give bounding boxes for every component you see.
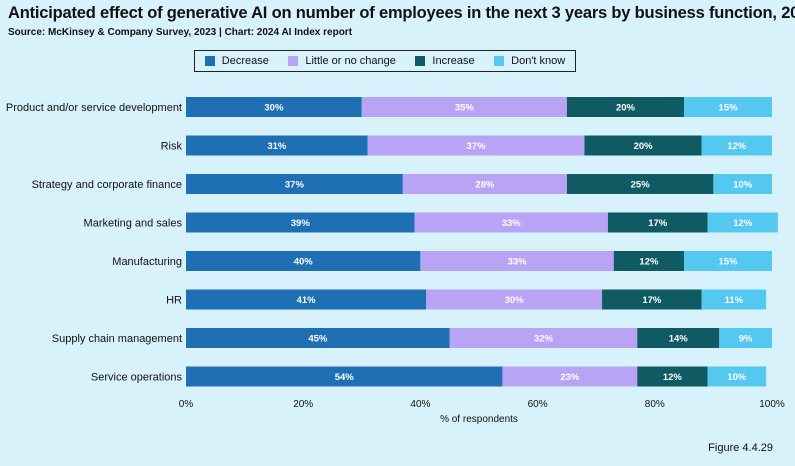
bar-decrease-strategy-and-corporate-finance: [186, 174, 403, 194]
bar-increase-manufacturing: [613, 251, 685, 271]
bar-little-or-no-change-supply-chain-management: [449, 328, 638, 348]
bar-increase-strategy-and-corporate-finance: [566, 174, 714, 194]
bar-label-increase-hr: 17%: [642, 295, 662, 306]
figure-label: Figure 4.4.29: [708, 442, 773, 454]
category-label-risk: Risk: [161, 141, 183, 153]
legend-label-increase: Increase: [432, 55, 475, 67]
bar-decrease-service-operations: [186, 366, 503, 387]
bar-label-decrease-product-and-or-service-development: 30%: [264, 103, 284, 114]
bar-increase-supply-chain-management: [637, 328, 720, 348]
bar-label-don-t-know-hr: 11%: [725, 295, 744, 306]
bar-don-t-know-supply-chain-management: [719, 328, 772, 348]
bar-little-or-no-change-hr: [426, 289, 603, 310]
x-axis-title: % of respondents: [440, 414, 518, 425]
bar-label-don-t-know-product-and-or-service-development: 15%: [719, 103, 739, 114]
bar-label-little-or-no-change-service-operations: 23%: [560, 372, 580, 383]
bar-label-decrease-supply-chain-management: 45%: [308, 334, 328, 345]
category-label-supply-chain-management: Supply chain management: [52, 333, 182, 345]
bar-little-or-no-change-marketing-and-sales: [414, 212, 608, 233]
x-tick-label-0: 0%: [179, 399, 194, 410]
bar-increase-service-operations: [637, 366, 708, 387]
bar-decrease-marketing-and-sales: [186, 212, 415, 233]
x-tick-label-60: 60%: [528, 399, 548, 410]
bar-decrease-hr: [186, 289, 427, 310]
bar-label-don-t-know-risk: 12%: [727, 141, 747, 152]
x-tick-label-40: 40%: [410, 399, 430, 410]
chart-title: Anticipated effect of generative AI on n…: [8, 4, 795, 22]
legend-item-increase: Increase: [415, 55, 475, 67]
legend-swatch-dont-know: [494, 56, 505, 66]
bar-label-decrease-hr: 41%: [297, 295, 317, 306]
bar-increase-risk: [584, 135, 702, 156]
bar-label-little-or-no-change-manufacturing: 33%: [508, 257, 528, 268]
bar-label-increase-manufacturing: 12%: [639, 257, 659, 268]
bar-label-decrease-marketing-and-sales: 39%: [291, 218, 311, 229]
bar-label-little-or-no-change-marketing-and-sales: 33%: [502, 218, 522, 229]
bar-label-don-t-know-marketing-and-sales: 12%: [733, 218, 753, 229]
bar-label-little-or-no-change-hr: 30%: [505, 295, 525, 306]
bar-don-t-know-service-operations: [707, 366, 767, 387]
bar-increase-hr: [602, 289, 702, 310]
legend-label-decrease: Decrease: [221, 55, 269, 67]
x-tick-label-20: 20%: [293, 399, 313, 410]
category-label-manufacturing: Manufacturing: [112, 256, 182, 268]
bar-label-little-or-no-change-strategy-and-corporate-finance: 28%: [475, 180, 495, 191]
category-label-marketing-and-sales: Marketing and sales: [84, 218, 183, 230]
legend-item-little-change: Little or no change: [288, 55, 396, 67]
bar-don-t-know-hr: [701, 289, 767, 310]
chart-legend: Decrease Little or no change Increase Do…: [194, 50, 576, 72]
category-label-service-operations: Service operations: [91, 372, 183, 384]
legend-label-dont-know: Don't know: [511, 55, 566, 67]
bar-label-little-or-no-change-product-and-or-service-development: 35%: [455, 103, 475, 114]
legend-swatch-increase: [415, 56, 426, 66]
bar-label-don-t-know-supply-chain-management: 9%: [739, 334, 753, 345]
legend-swatch-decrease: [204, 56, 215, 66]
bar-little-or-no-change-manufacturing: [420, 251, 614, 271]
bar-don-t-know-risk: [701, 135, 772, 156]
category-label-hr: HR: [166, 295, 182, 307]
chart-subtitle: Source: McKinsey & Company Survey, 2023 …: [8, 27, 353, 38]
bar-label-decrease-strategy-and-corporate-finance: 37%: [285, 180, 305, 191]
bar-label-increase-service-operations: 12%: [663, 372, 683, 383]
bar-don-t-know-product-and-or-service-development: [684, 97, 772, 117]
legend-label-little-change: Little or no change: [305, 55, 396, 67]
bar-don-t-know-strategy-and-corporate-finance: [713, 174, 772, 194]
bar-don-t-know-marketing-and-sales: [707, 212, 778, 233]
category-label-product-and-or-service-development: Product and/or service development: [6, 102, 182, 114]
bar-label-decrease-manufacturing: 40%: [294, 257, 314, 268]
bar-label-don-t-know-strategy-and-corporate-finance: 10%: [733, 180, 753, 191]
bar-decrease-manufacturing: [186, 251, 421, 271]
legend-swatch-little-change: [288, 56, 299, 66]
x-tick-label-100: 100%: [759, 399, 785, 410]
bar-decrease-risk: [186, 135, 368, 156]
bar-label-increase-risk: 20%: [634, 141, 654, 152]
bar-label-don-t-know-service-operations: 10%: [727, 372, 747, 383]
bar-decrease-product-and-or-service-development: [186, 97, 362, 117]
bar-little-or-no-change-strategy-and-corporate-finance: [402, 174, 567, 194]
legend-item-dont-know: Don't know: [494, 55, 565, 67]
bar-little-or-no-change-product-and-or-service-development: [361, 97, 567, 117]
bar-label-increase-supply-chain-management: 14%: [669, 334, 689, 345]
bar-label-little-or-no-change-supply-chain-management: 32%: [534, 334, 554, 345]
bar-increase-product-and-or-service-development: [566, 97, 685, 117]
bar-little-or-no-change-risk: [367, 135, 585, 156]
bar-decrease-supply-chain-management: [186, 328, 450, 348]
bar-label-increase-strategy-and-corporate-finance: 25%: [631, 180, 651, 191]
bar-label-don-t-know-manufacturing: 15%: [719, 257, 739, 268]
bar-label-increase-marketing-and-sales: 17%: [648, 218, 668, 229]
legend-item-decrease: Decrease: [204, 55, 269, 67]
category-label-strategy-and-corporate-finance: Strategy and corporate finance: [32, 179, 182, 191]
bar-label-decrease-risk: 31%: [267, 141, 287, 152]
bar-increase-marketing-and-sales: [607, 212, 708, 233]
bar-don-t-know-manufacturing: [684, 251, 772, 271]
bar-little-or-no-change-service-operations: [502, 366, 638, 387]
bar-label-little-or-no-change-risk: 37%: [467, 141, 487, 152]
bar-label-decrease-service-operations: 54%: [335, 372, 355, 383]
x-tick-label-80: 80%: [645, 399, 665, 410]
bar-label-increase-product-and-or-service-development: 20%: [616, 103, 636, 114]
